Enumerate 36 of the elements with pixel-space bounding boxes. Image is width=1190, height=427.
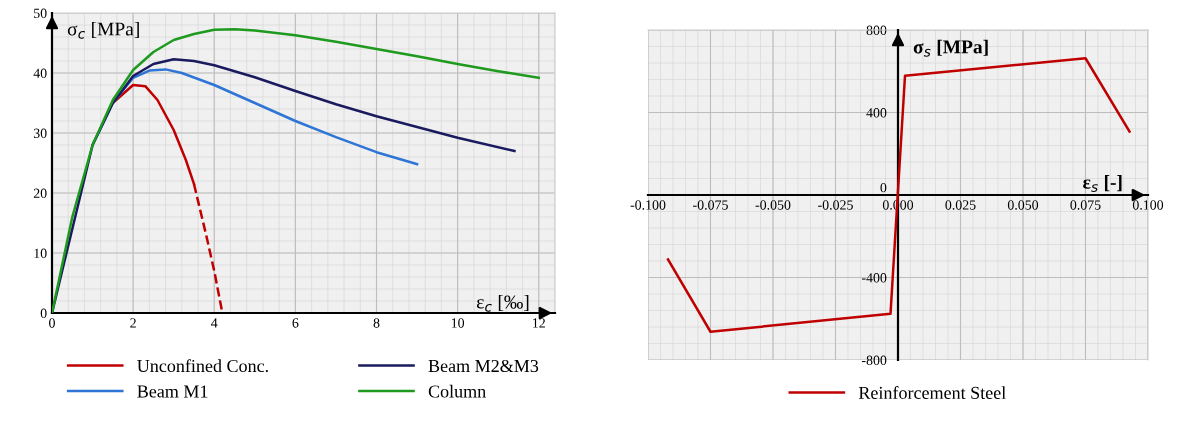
legend-label: Beam M1 (137, 385, 208, 398)
y-axis-title: σ$_{c}$ [MPa] (67, 21, 139, 39)
x-tick-label: 6 (292, 318, 299, 328)
x-axis-title: ε$_{c}$ [‰] (476, 294, 529, 312)
x-axis-title: ε$_{s}$ [-] (1083, 175, 1122, 192)
x-tick-label: 0.025 (945, 200, 976, 210)
x-tick-label: -0.100 (630, 200, 666, 210)
y-tick-label: 10 (34, 248, 47, 258)
y-tick-label: -800 (861, 355, 887, 365)
y-tick-label: 400 (866, 108, 887, 118)
y-tick-label: 30 (33, 128, 47, 138)
x-tick-label: 0.050 (1007, 200, 1039, 210)
legend-label: Reinforcement Steel (858, 386, 1006, 399)
y-tick-label: 20 (33, 188, 47, 198)
y-tick-label: 40 (33, 68, 47, 78)
x-tick-label: 0.075 (1070, 200, 1101, 210)
legend-label: Column (428, 384, 486, 398)
x-tick-label: 8 (373, 318, 380, 328)
line-series (666, 57, 1131, 333)
x-tick-label: 12 (533, 318, 545, 328)
legend-label: Beam M2&M3 (428, 359, 539, 373)
legend-label: Unconfined Conc. (137, 359, 268, 373)
x-tick-label: 0.100 (1132, 200, 1164, 210)
y-tick-label: 0 (40, 308, 47, 318)
x-tick-label: -0.050 (755, 200, 791, 210)
x-tick-label: -0.025 (818, 200, 853, 210)
x-tick-label: 4 (211, 318, 218, 328)
x-tick-label: 0 (49, 318, 55, 328)
y-tick-label: -400 (861, 273, 887, 283)
y-tick-label: 50 (34, 8, 47, 18)
x-tick-label: -0.075 (693, 200, 728, 210)
x-tick-label: 10 (451, 318, 465, 328)
y-tick-label: 800 (866, 25, 887, 35)
y-tick-label: 0 (880, 182, 887, 193)
y-axis-title: σ$_{s}$ [MPa] (913, 39, 988, 57)
x-tick-label: 2 (130, 318, 136, 328)
